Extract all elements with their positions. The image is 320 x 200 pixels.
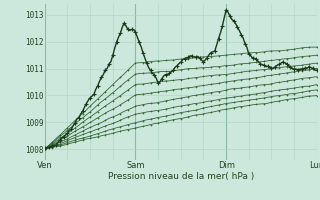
- X-axis label: Pression niveau de la mer( hPa ): Pression niveau de la mer( hPa ): [108, 172, 254, 181]
